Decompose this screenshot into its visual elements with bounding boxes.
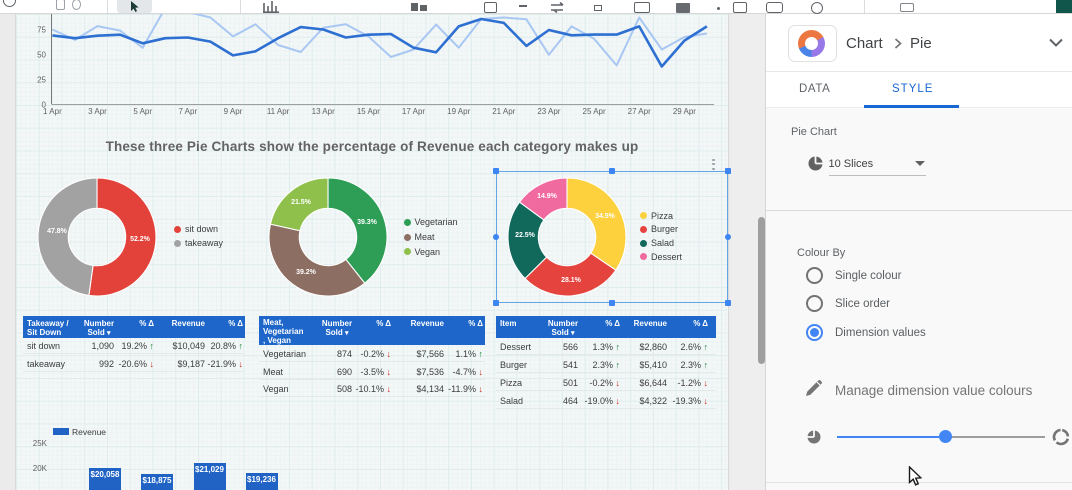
svg-text:21 Apr: 21 Apr (492, 107, 515, 116)
svg-text:7 Apr: 7 Apr (178, 107, 197, 116)
svg-text:23 Apr: 23 Apr (537, 107, 560, 116)
svg-text:1 Apr: 1 Apr (43, 107, 62, 116)
svg-text:29 Apr: 29 Apr (673, 107, 696, 116)
svg-text:19 Apr: 19 Apr (447, 107, 470, 116)
svg-text:27 Apr: 27 Apr (628, 107, 651, 116)
svg-text:11 Apr: 11 Apr (267, 107, 290, 116)
svg-text:5 Apr: 5 Apr (133, 107, 152, 116)
svg-text:15 Apr: 15 Apr (357, 107, 380, 116)
svg-text:25: 25 (37, 76, 46, 85)
svg-text:25 Apr: 25 Apr (583, 107, 606, 116)
svg-text:17 Apr: 17 Apr (402, 107, 425, 116)
svg-text:9 Apr: 9 Apr (224, 107, 243, 116)
svg-text:13 Apr: 13 Apr (312, 107, 335, 116)
svg-text:3 Apr: 3 Apr (88, 107, 107, 116)
svg-text:50: 50 (37, 51, 46, 60)
svg-text:0: 0 (42, 101, 47, 110)
svg-text:75: 75 (37, 26, 46, 35)
